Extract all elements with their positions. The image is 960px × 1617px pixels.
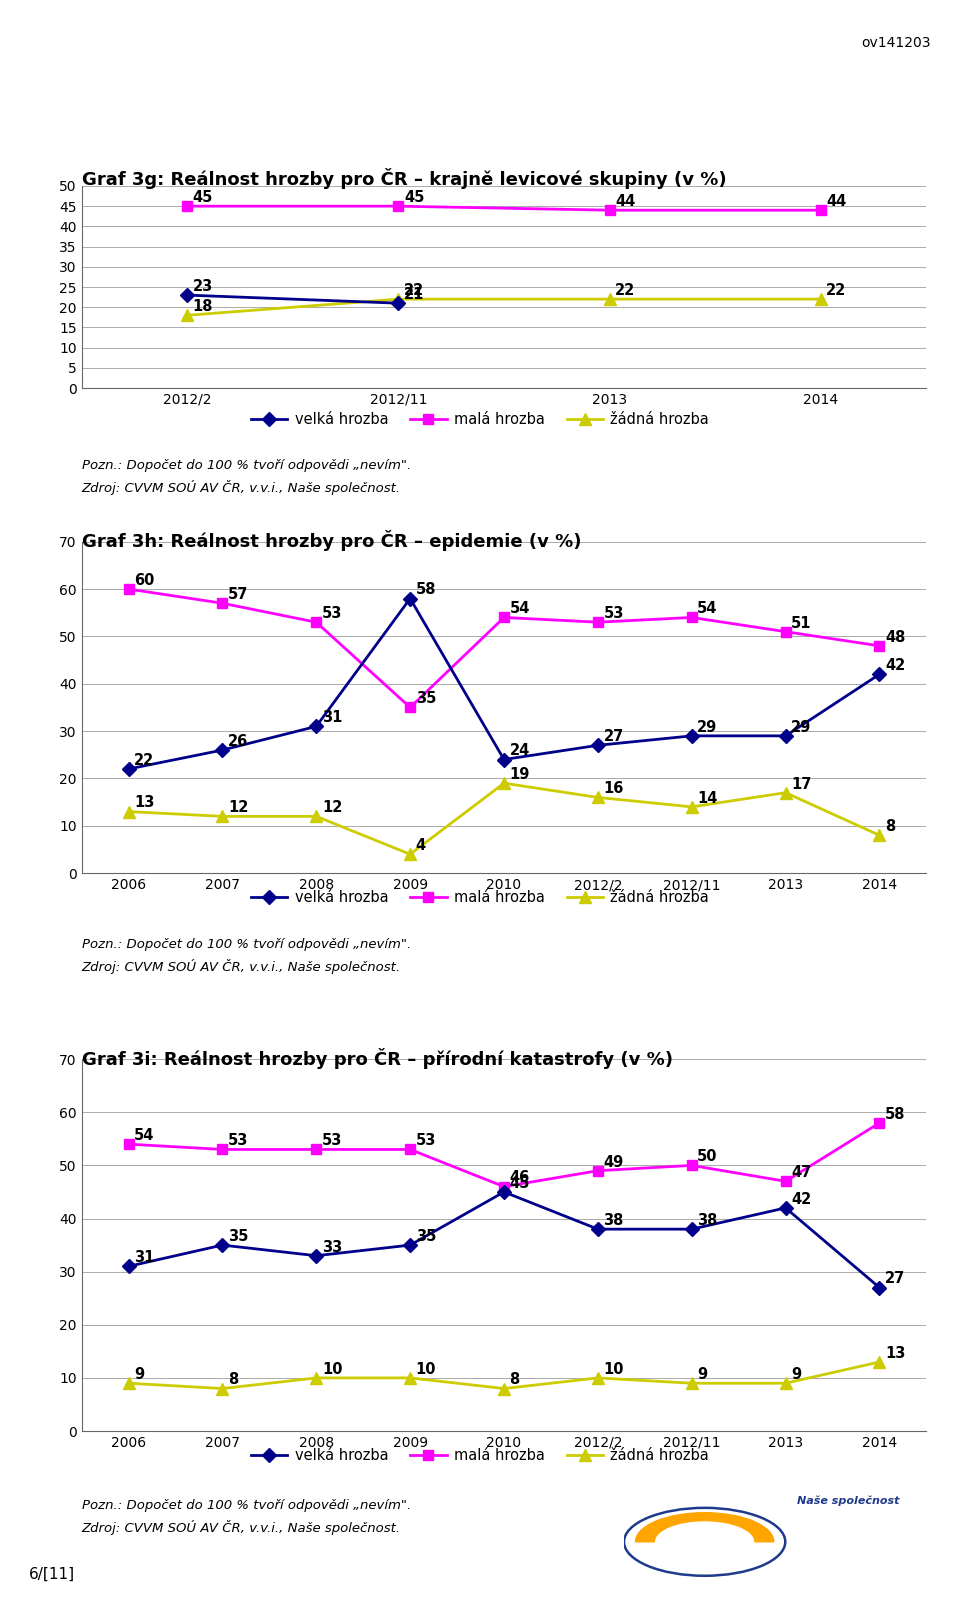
Text: 31: 31	[322, 710, 342, 724]
Text: 12: 12	[322, 800, 342, 815]
Text: Graf 3h: Reálnost hrozby pro ČR – epidemie (v %): Graf 3h: Reálnost hrozby pro ČR – epidem…	[82, 530, 581, 551]
Text: 14: 14	[697, 791, 718, 805]
Text: 17: 17	[791, 776, 811, 791]
Text: Pozn.: Dopočet do 100 % tvoří odpovědi „nevím".: Pozn.: Dopočet do 100 % tvoří odpovědi „…	[82, 459, 411, 472]
Text: 9: 9	[791, 1366, 802, 1383]
Text: 9: 9	[697, 1366, 708, 1383]
Text: 29: 29	[697, 720, 717, 734]
Text: 8: 8	[885, 820, 896, 834]
Text: 38: 38	[697, 1213, 718, 1227]
Text: 10: 10	[416, 1362, 436, 1376]
Text: 54: 54	[697, 602, 718, 616]
Text: 22: 22	[615, 283, 636, 298]
Text: 49: 49	[604, 1155, 624, 1169]
Text: 35: 35	[416, 1229, 436, 1243]
Text: 35: 35	[416, 692, 436, 707]
Legend: velká hrozba, malá hrozba, žádná hrozba: velká hrozba, malá hrozba, žádná hrozba	[245, 406, 715, 432]
Text: 22: 22	[134, 754, 155, 768]
Text: 27: 27	[885, 1271, 905, 1287]
Text: Graf 3i: Reálnost hrozby pro ČR – přírodní katastrofy (v %): Graf 3i: Reálnost hrozby pro ČR – přírod…	[82, 1048, 673, 1069]
Text: 4: 4	[416, 838, 426, 854]
Text: 23: 23	[193, 280, 213, 294]
Text: 35: 35	[228, 1229, 249, 1243]
Text: 22: 22	[827, 283, 847, 298]
Text: 38: 38	[604, 1213, 624, 1227]
Text: 50: 50	[697, 1150, 718, 1164]
Text: 47: 47	[791, 1166, 811, 1180]
Text: 24: 24	[510, 744, 530, 758]
Text: 9: 9	[134, 1366, 144, 1383]
Text: 10: 10	[604, 1362, 624, 1376]
Text: 54: 54	[510, 602, 530, 616]
Text: 18: 18	[193, 299, 213, 314]
Text: 58: 58	[885, 1106, 905, 1122]
Text: 16: 16	[604, 781, 624, 796]
Text: Pozn.: Dopočet do 100 % tvoří odpovědi „nevím".: Pozn.: Dopočet do 100 % tvoří odpovědi „…	[82, 1499, 411, 1512]
Legend: velká hrozba, malá hrozba, žádná hrozba: velká hrozba, malá hrozba, žádná hrozba	[245, 884, 715, 910]
Text: Zdroj: CVVM SOÚ AV ČR, v.v.i., Naše společnost.: Zdroj: CVVM SOÚ AV ČR, v.v.i., Naše spol…	[82, 959, 400, 973]
Text: 26: 26	[228, 734, 249, 749]
Text: Graf 3g: Reálnost hrozby pro ČR – krajně levicové skupiny (v %): Graf 3g: Reálnost hrozby pro ČR – krajně…	[82, 168, 726, 189]
Text: 53: 53	[322, 1134, 342, 1148]
Text: 13: 13	[134, 796, 155, 810]
Text: 29: 29	[791, 720, 811, 734]
Text: Pozn.: Dopočet do 100 % tvoří odpovědi „nevím".: Pozn.: Dopočet do 100 % tvoří odpovědi „…	[82, 938, 411, 951]
Text: 12: 12	[228, 800, 249, 815]
Text: 22: 22	[404, 283, 424, 298]
Text: Zdroj: CVVM SOÚ AV ČR, v.v.i., Naše společnost.: Zdroj: CVVM SOÚ AV ČR, v.v.i., Naše spol…	[82, 1520, 400, 1535]
Text: 53: 53	[604, 606, 624, 621]
Text: 51: 51	[791, 616, 811, 631]
Text: 44: 44	[827, 194, 847, 209]
Text: ov141203: ov141203	[862, 36, 931, 50]
Text: 53: 53	[416, 1134, 436, 1148]
Text: 19: 19	[510, 766, 530, 783]
Text: 33: 33	[322, 1240, 342, 1255]
Text: 58: 58	[416, 582, 436, 597]
Text: 45: 45	[193, 191, 213, 205]
Text: 42: 42	[791, 1192, 811, 1206]
Wedge shape	[636, 1514, 774, 1543]
Text: 27: 27	[604, 729, 624, 744]
Text: Zdroj: CVVM SOÚ AV ČR, v.v.i., Naše společnost.: Zdroj: CVVM SOÚ AV ČR, v.v.i., Naše spol…	[82, 480, 400, 495]
Text: 53: 53	[322, 606, 342, 621]
Text: 8: 8	[510, 1373, 519, 1387]
Text: 54: 54	[134, 1129, 155, 1143]
Text: 10: 10	[322, 1362, 343, 1376]
Text: 48: 48	[885, 629, 905, 645]
Text: 45: 45	[404, 191, 424, 205]
Text: 44: 44	[615, 194, 636, 209]
Legend: velká hrozba, malá hrozba, žádná hrozba: velká hrozba, malá hrozba, žádná hrozba	[245, 1442, 715, 1468]
Text: 21: 21	[404, 288, 424, 302]
Text: 31: 31	[134, 1250, 155, 1264]
Text: 42: 42	[885, 658, 905, 673]
Text: 13: 13	[885, 1345, 905, 1362]
Text: 45: 45	[510, 1176, 530, 1190]
Text: 6/[11]: 6/[11]	[29, 1567, 75, 1581]
Text: Naše společnost: Naše společnost	[797, 1496, 900, 1505]
Text: 60: 60	[134, 572, 155, 589]
Text: 8: 8	[228, 1373, 238, 1387]
Text: 53: 53	[228, 1134, 249, 1148]
Text: 46: 46	[510, 1171, 530, 1185]
Text: 57: 57	[228, 587, 249, 602]
